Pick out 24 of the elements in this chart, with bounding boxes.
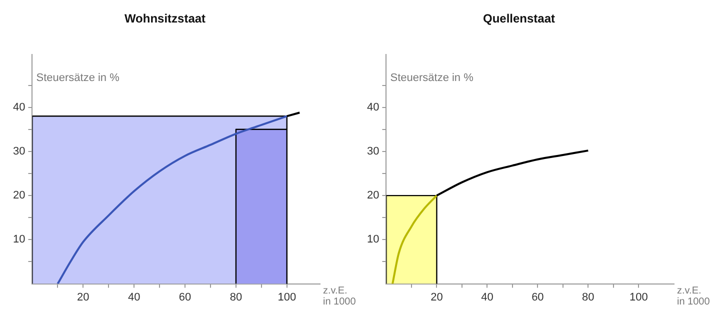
chart-title: Wohnsitzstaat bbox=[124, 12, 206, 26]
x-tick-label: 20 bbox=[77, 291, 90, 304]
x-axis-title: z.v.E. in 1000 bbox=[323, 286, 356, 308]
y-tick-label: 10 bbox=[366, 234, 380, 246]
y-tick-label: 40 bbox=[366, 101, 380, 114]
y-tick-label: 20 bbox=[12, 190, 26, 202]
y-tick-label: 30 bbox=[12, 145, 26, 158]
x-tick-label: 60 bbox=[178, 291, 192, 304]
x-tick-label: 100 bbox=[278, 291, 296, 304]
x-tick-label: 20 bbox=[430, 291, 443, 304]
x-tick-label: 80 bbox=[582, 291, 594, 304]
chart-title: Quellenstaat bbox=[482, 12, 556, 26]
y-axis-title: Steuersätze in % bbox=[36, 72, 120, 84]
y-tick-label: 40 bbox=[12, 101, 26, 114]
y-tick-label: 30 bbox=[366, 145, 380, 158]
y-tick-label: 20 bbox=[366, 190, 380, 202]
x-tick-label: 40 bbox=[481, 291, 494, 304]
x-tick-label: 100 bbox=[629, 291, 648, 304]
y-axis-title: Steuersätze in % bbox=[390, 72, 474, 84]
x-tick-label: 60 bbox=[532, 291, 544, 304]
y-tick-label: 10 bbox=[12, 234, 26, 246]
x-axis-title: z.v.E. in 1000 bbox=[677, 286, 710, 308]
x-tick-label: 80 bbox=[230, 291, 242, 304]
x-tick-label: 40 bbox=[128, 291, 140, 304]
